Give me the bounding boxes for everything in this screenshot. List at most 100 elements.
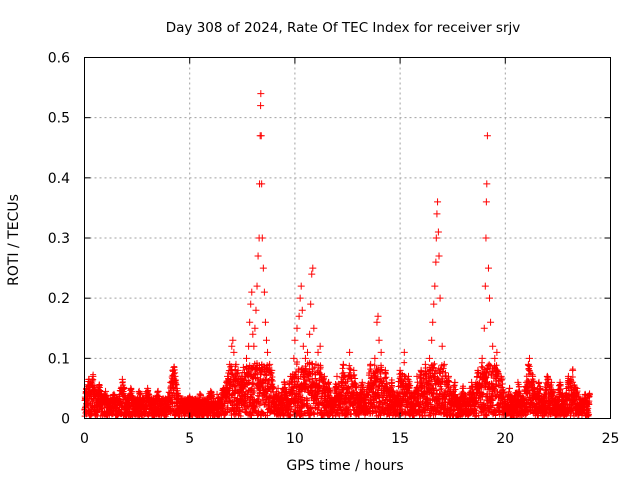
data-point (291, 336, 299, 344)
data-point (551, 392, 558, 399)
data-point (89, 399, 96, 406)
data-point (295, 312, 303, 320)
data-point (433, 387, 440, 394)
data-point (543, 372, 551, 380)
data-point (232, 411, 239, 418)
data-point (433, 210, 441, 218)
data-point (352, 384, 359, 391)
data-point (429, 318, 437, 326)
data-point (296, 294, 304, 302)
data-point (476, 392, 483, 399)
data-point (309, 264, 317, 272)
data-point (246, 379, 253, 386)
data-point (324, 380, 331, 387)
data-point (489, 342, 497, 350)
data-point (478, 354, 486, 362)
data-point (425, 377, 432, 384)
data-point (487, 318, 495, 326)
data-point (531, 384, 538, 391)
data-point (388, 378, 396, 386)
data-point (339, 360, 347, 368)
x-tick-label: 5 (185, 431, 194, 447)
data-point (358, 378, 366, 386)
data-point (269, 374, 276, 381)
data-point (219, 384, 227, 392)
data-point (535, 378, 543, 386)
data-point (127, 384, 135, 392)
data-point (167, 378, 175, 386)
data-point (480, 324, 488, 332)
data-point (128, 388, 135, 395)
data-point (257, 132, 265, 140)
data-point (438, 385, 445, 392)
data-point (522, 378, 530, 386)
data-point (339, 365, 346, 372)
data-point (301, 354, 309, 362)
data-point (498, 376, 505, 383)
data-point (144, 384, 152, 392)
data-point (438, 342, 446, 350)
data-point (163, 411, 170, 418)
data-point (430, 391, 437, 398)
data-point (314, 348, 322, 356)
x-tick-label: 0 (80, 431, 89, 447)
data-point (243, 354, 251, 362)
data-point (254, 252, 262, 260)
data-point (249, 330, 257, 338)
data-point (316, 342, 324, 350)
data-point (241, 369, 248, 376)
data-point (317, 362, 324, 369)
data-point (397, 370, 404, 377)
data-point (431, 282, 439, 290)
data-point (224, 372, 232, 380)
data-point (506, 384, 514, 392)
data-point (486, 294, 494, 302)
data-point (274, 384, 282, 392)
data-point (312, 360, 320, 368)
data-point (171, 372, 179, 380)
data-point (296, 393, 303, 400)
chart-title: Day 308 of 2024, Rate Of TEC Index for r… (166, 20, 520, 36)
data-point (310, 324, 318, 332)
data-point (89, 372, 97, 380)
data-point (346, 348, 354, 356)
data-point (246, 318, 254, 326)
data-point (207, 387, 215, 395)
data-point (268, 366, 276, 374)
data-point (102, 387, 110, 395)
data-point (434, 228, 442, 236)
data-point (287, 412, 294, 419)
data-point (170, 363, 178, 371)
data-point (497, 372, 505, 380)
data-point (350, 366, 358, 374)
data-point (484, 264, 492, 272)
data-point (370, 407, 377, 414)
x-tick-label: 10 (286, 431, 304, 447)
data-point (483, 180, 491, 188)
data-point (228, 342, 236, 350)
data-point (557, 386, 564, 393)
data-point (514, 378, 522, 386)
data-point (308, 360, 315, 367)
data-point (358, 389, 365, 396)
data-point (298, 388, 305, 395)
data-point (196, 390, 204, 398)
data-point (121, 385, 128, 392)
data-point (303, 377, 310, 384)
data-point (419, 399, 426, 406)
data-point (320, 372, 328, 380)
data-point (91, 390, 99, 398)
data-point (325, 378, 333, 386)
data-point (421, 360, 429, 368)
data-point (429, 362, 436, 369)
data-point (237, 412, 244, 419)
data-point (234, 366, 242, 374)
data-point (186, 393, 194, 401)
data-point (570, 379, 577, 386)
data-point (572, 384, 579, 391)
data-point (293, 378, 300, 385)
data-point (172, 380, 179, 387)
data-point (96, 387, 103, 394)
data-point (493, 348, 501, 356)
data-point (428, 336, 436, 344)
